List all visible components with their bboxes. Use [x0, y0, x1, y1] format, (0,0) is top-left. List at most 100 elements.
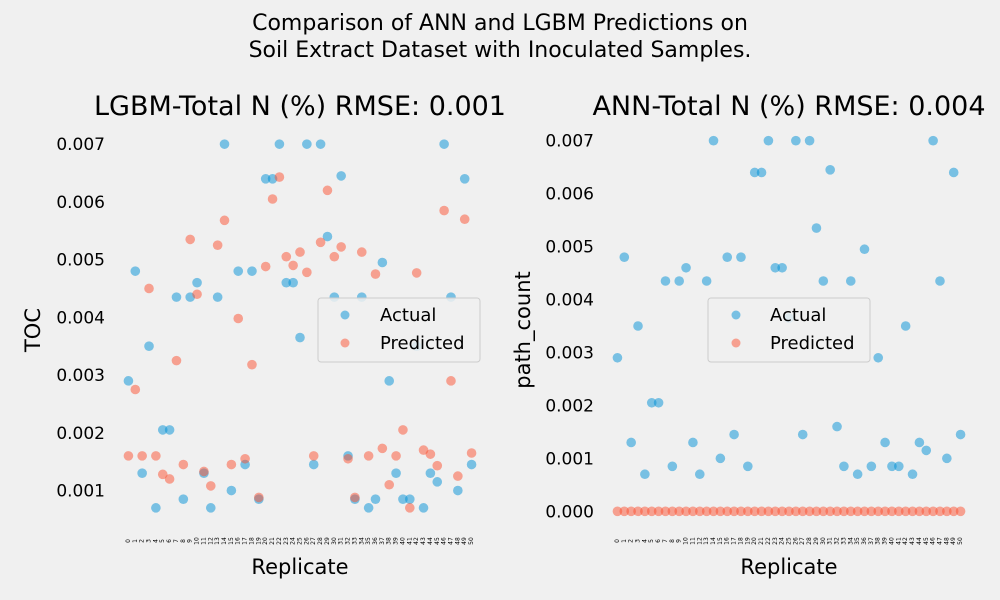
ann-actual-point	[612, 352, 623, 363]
lgbm-x-tick-label: 40	[399, 537, 406, 545]
lgbm-predicted-point	[219, 215, 230, 226]
lgbm-predicted-point	[356, 247, 367, 257]
lgbm-actual-point	[178, 494, 189, 504]
ann-y-tick-label: 0.000	[545, 502, 594, 522]
ann-predicted-point	[804, 506, 815, 517]
ann-predicted-point	[914, 506, 925, 517]
ann-x-tick-label: 33	[840, 537, 847, 545]
lgbm-actual-point	[212, 292, 223, 302]
ann-x-tick-label: 0	[614, 539, 621, 543]
lgbm-y-ticks: 0.001 0.002 0.003 0.004 0.005 0.006 0.007	[56, 135, 105, 501]
ann-predicted-point	[955, 506, 966, 517]
ann-predicted-point	[770, 506, 781, 517]
ann-actual-point	[907, 469, 918, 480]
ann-predicted-point	[619, 506, 630, 517]
lgbm-x-tick-label: 0	[125, 539, 132, 543]
ann-actual-point	[667, 461, 678, 472]
lgbm-legend-box	[317, 297, 481, 363]
lgbm-x-tick-label: 19	[255, 537, 262, 545]
ann-x-tick-label: 32	[834, 537, 841, 545]
ann-x-tick-label: 28	[806, 537, 813, 545]
lgbm-predicted-point	[391, 451, 401, 461]
lgbm-predicted-point	[315, 237, 326, 248]
lgbm-actual-point	[405, 494, 415, 504]
ann-x-tick-label: 2	[628, 539, 635, 543]
ann-predicted-point	[791, 506, 801, 517]
ann-x-tick-label: 18	[737, 537, 744, 545]
ann-predicted-point	[674, 506, 684, 517]
lgbm-x-tick-label: 45	[434, 537, 441, 545]
ann-predicted-point	[660, 506, 671, 517]
lgbm-x-tick-label: 8	[180, 539, 187, 543]
lgbm-x-tick-label: 43	[420, 537, 427, 545]
ann-predicted-point	[825, 506, 835, 517]
lgbm-predicted-point	[240, 453, 250, 464]
ann-x-ticks: 0 1 2 3 4 5 6 7 8 9 10 11 12 13 14 15 16 17 18 19 20 21 22 23 24…	[614, 537, 964, 545]
lgbm-predicted-point	[260, 261, 271, 272]
lgbm-actual-point	[171, 292, 182, 302]
lgbm-predicted-point	[247, 359, 257, 370]
ann-actual-point	[797, 429, 808, 440]
ann-x-tick-label: 12	[696, 537, 703, 545]
figure-suptitle-line-1: Comparison of ANN and LGBM Predictions o…	[252, 11, 748, 36]
ann-x-tick-label: 8	[669, 539, 676, 543]
lgbm-actual-point	[336, 171, 346, 181]
lgbm-predicted-point	[466, 448, 477, 458]
ann-actual-point	[928, 135, 938, 146]
ann-y-tick-label: 0.002	[545, 396, 594, 416]
ann-predicted-point	[839, 506, 849, 517]
lgbm-x-tick-label: 14	[221, 537, 228, 545]
lgbm-y-tick-label: 0.006	[56, 193, 105, 213]
ann-actual-point	[646, 397, 657, 408]
ann-y-tick-label: 0.001	[545, 449, 594, 469]
ann-actual-point	[743, 461, 753, 472]
lgbm-predicted-point	[432, 460, 443, 471]
lgbm-x-tick-label: 21	[269, 537, 276, 545]
lgbm-x-tick-label: 5	[159, 539, 166, 543]
lgbm-x-tick-label: 39	[393, 537, 400, 545]
ann-x-tick-label: 37	[868, 537, 875, 545]
ann-x-tick-label: 22	[765, 537, 772, 545]
ann-predicted-point	[811, 506, 822, 517]
ann-y-tick-label: 0.005	[545, 238, 594, 258]
lgbm-x-tick-label: 6	[166, 539, 173, 543]
lgbm-predicted-point	[192, 289, 202, 300]
lgbm-predicted-point	[308, 451, 319, 461]
lgbm-x-tick-label: 23	[283, 537, 290, 545]
ann-y-tick-label: 0.007	[545, 132, 594, 152]
lgbm-x-tick-label: 15	[228, 537, 235, 545]
ann-actual-point	[729, 429, 739, 440]
ann-predicted-point	[900, 506, 911, 517]
lgbm-predicted-point	[205, 481, 216, 491]
ann-actual-point	[736, 252, 746, 262]
lgbm-actual-point	[137, 468, 147, 479]
lgbm-x-tick-label: 22	[276, 537, 283, 545]
lgbm-predicted-point	[343, 453, 353, 464]
ann-actual-point	[749, 167, 760, 178]
ann-actual-point	[859, 244, 870, 255]
lgbm-x-tick-label: 12	[207, 537, 214, 545]
ann-x-tick-label: 36	[861, 537, 868, 545]
lgbm-actual-point	[281, 277, 292, 288]
ann-x-tick-label: 9	[676, 539, 683, 543]
ann-actual-point	[701, 276, 712, 286]
lgbm-predicted-point	[302, 267, 312, 278]
ann-x-tick-label: 25	[786, 537, 793, 545]
lgbm-actual-point	[425, 468, 436, 479]
lgbm-actual-point	[363, 503, 374, 513]
ann-x-tick-label: 41	[895, 537, 902, 545]
ann-actual-point	[948, 167, 959, 178]
lgbm-predicted-point	[350, 492, 360, 503]
ann-predicted-point	[948, 506, 959, 517]
lgbm-actual-point	[274, 139, 285, 149]
lgbm-x-tick-label: 49	[461, 537, 468, 545]
lgbm-predicted-point	[370, 269, 381, 279]
ann-actual-point	[852, 469, 863, 480]
ann-actual-point	[674, 276, 684, 286]
lgbm-actual-point	[377, 257, 388, 268]
ann-x-tick-label: 35	[854, 537, 861, 545]
lgbm-x-tick-label: 26	[303, 537, 310, 545]
lgbm-x-tick-label: 31	[338, 537, 345, 545]
lgbm-actual-point	[219, 139, 230, 149]
